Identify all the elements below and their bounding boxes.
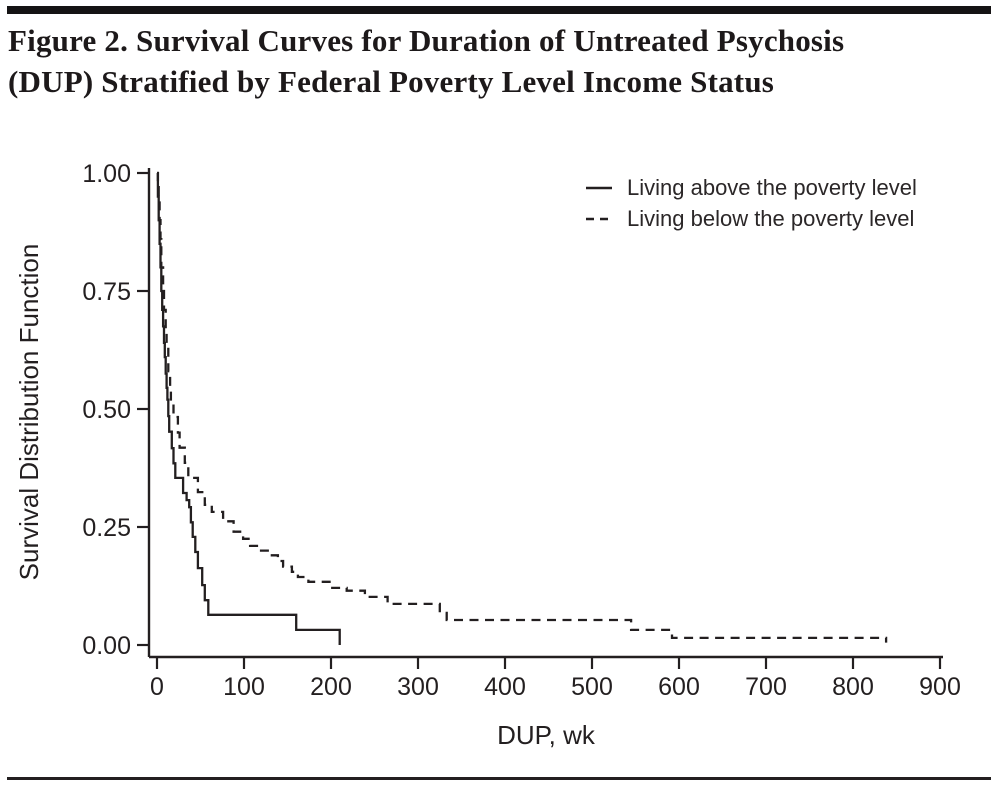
dashed-line-icon [586,217,612,220]
x-axis-tick-label: 200 [310,673,352,701]
legend-item-below-poverty: Living below the poverty level [585,203,917,234]
y-axis-tick-label: 1.00 [82,160,131,188]
y-axis-tick-label: 0.75 [82,278,131,306]
x-axis-title: DUP, wk [497,720,595,750]
legend-label-below-poverty: Living below the poverty level [627,205,915,231]
survival-curve-below-poverty [156,171,888,643]
x-axis-tick-label: 100 [223,673,265,701]
figure-title: Figure 2. Survival Curves for Duration o… [8,21,990,103]
y-axis-tick-label: 0.50 [82,396,131,424]
figure-title-line1: Figure 2. Survival Curves for Duration o… [8,23,845,58]
survival-curve-above-poverty [156,171,341,645]
x-axis-tick-label: 0 [150,673,164,701]
x-axis-tick-label: 400 [484,673,526,701]
x-axis-tick-label: 900 [919,673,961,701]
y-axis-tick-label: 0.00 [82,632,131,660]
x-axis-tick-label: 800 [832,673,874,701]
y-axis-tick-label: 0.25 [82,514,131,542]
x-axis-tick-label: 600 [658,673,700,701]
solid-line-icon [586,186,612,189]
legend-item-above-poverty: Living above the poverty level [585,172,917,203]
x-axis-tick-label: 500 [571,673,613,701]
title-rule-bar [7,6,991,14]
x-axis-tick-label: 300 [397,673,439,701]
figure-title-line2: (DUP) Stratified by Federal Poverty Leve… [8,63,775,99]
legend-label-above-poverty: Living above the poverty level [627,174,917,200]
x-axis-tick-label: 700 [745,673,787,701]
chart-legend: Living above the poverty level Living be… [585,172,917,234]
bottom-rule [7,777,991,780]
